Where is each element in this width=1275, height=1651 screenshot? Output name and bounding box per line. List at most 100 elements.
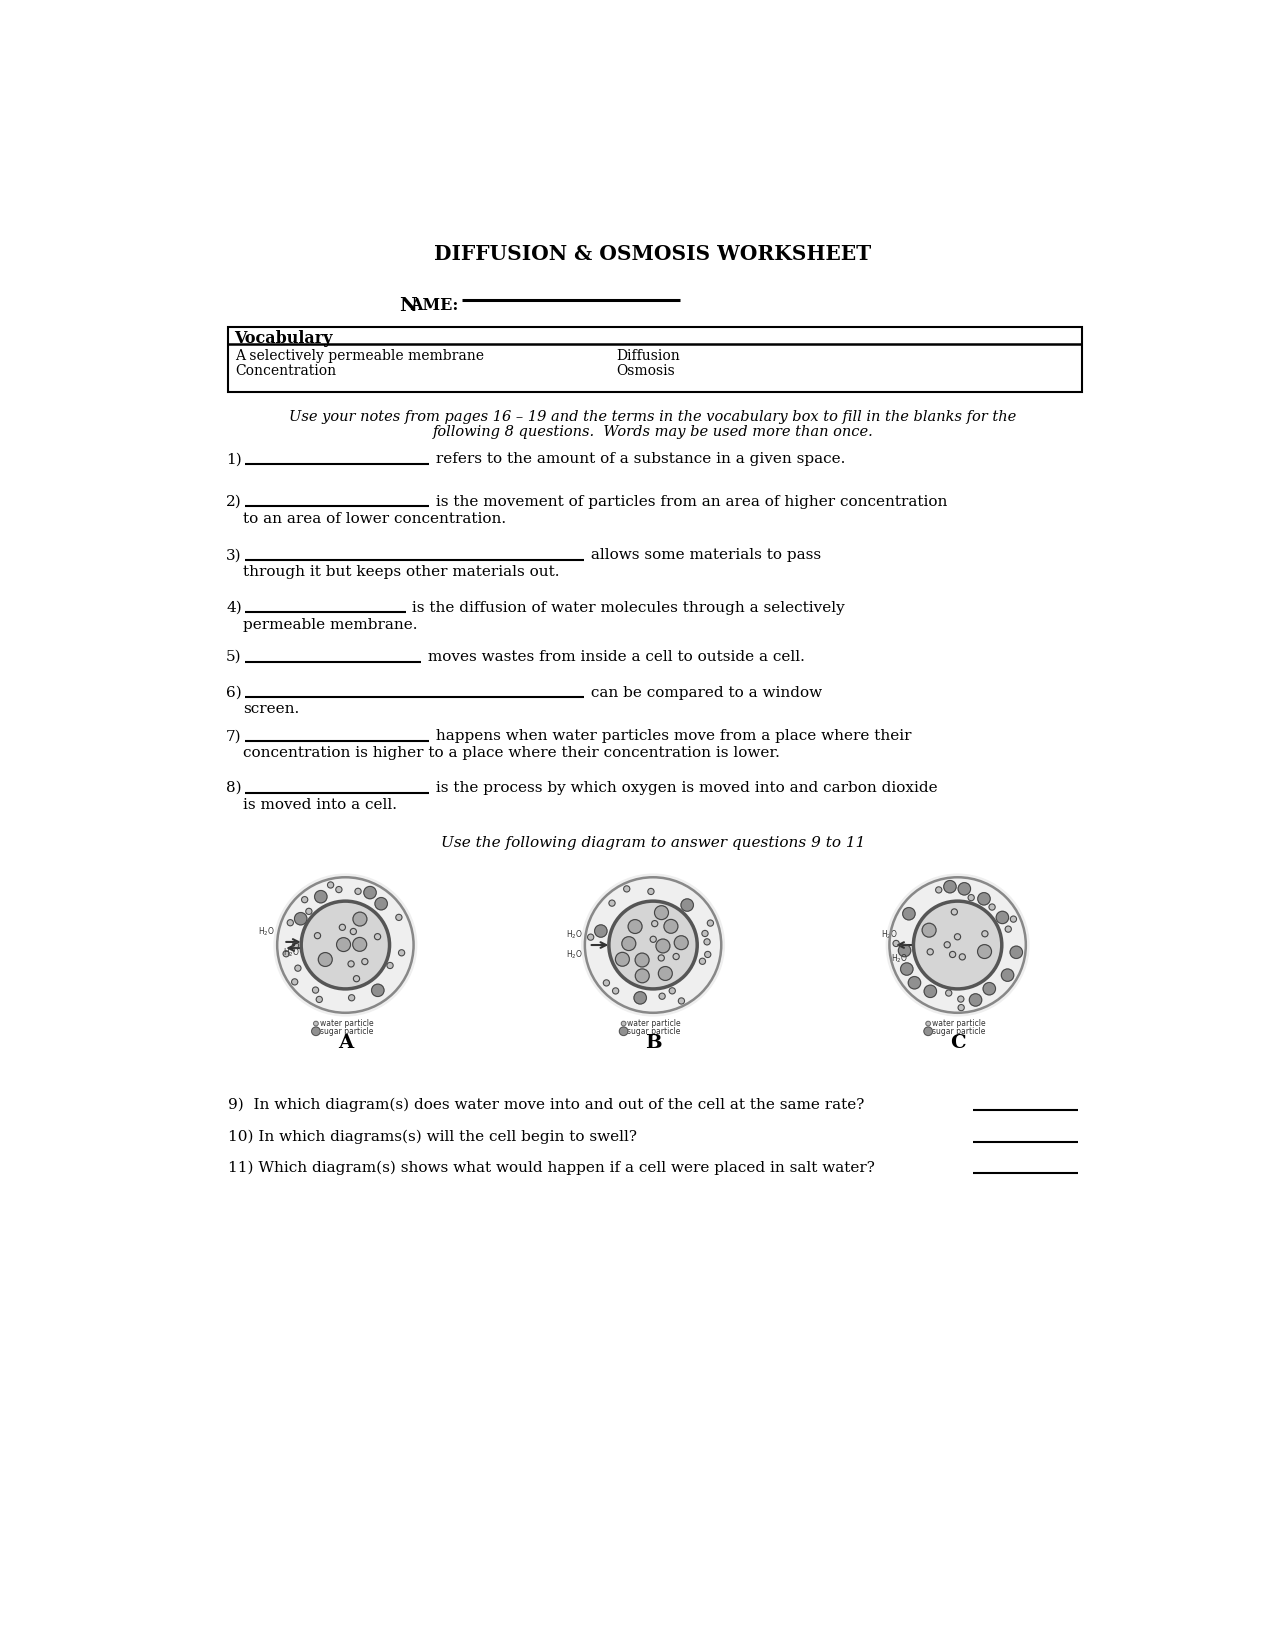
Circle shape bbox=[658, 954, 664, 961]
Text: following 8 questions.  Words may be used more than once.: following 8 questions. Words may be used… bbox=[432, 424, 873, 439]
Circle shape bbox=[621, 1022, 626, 1025]
Circle shape bbox=[363, 887, 376, 898]
Text: allows some materials to pass: allows some materials to pass bbox=[585, 548, 821, 563]
Circle shape bbox=[996, 911, 1009, 923]
Text: moves wastes from inside a cell to outside a cell.: moves wastes from inside a cell to outsi… bbox=[423, 650, 805, 664]
Circle shape bbox=[704, 939, 710, 944]
Circle shape bbox=[924, 1027, 932, 1035]
Circle shape bbox=[588, 934, 594, 939]
Circle shape bbox=[946, 991, 952, 996]
Text: N: N bbox=[399, 297, 417, 315]
Text: water particle: water particle bbox=[320, 1019, 374, 1029]
Text: sugar particle: sugar particle bbox=[932, 1027, 986, 1035]
Circle shape bbox=[623, 887, 630, 892]
Circle shape bbox=[659, 994, 666, 999]
Circle shape bbox=[348, 994, 354, 1001]
Text: water particle: water particle bbox=[932, 1019, 986, 1029]
Circle shape bbox=[648, 888, 654, 895]
Circle shape bbox=[311, 1027, 320, 1035]
Circle shape bbox=[375, 933, 381, 939]
Circle shape bbox=[386, 963, 393, 969]
Text: is the movement of particles from an area of higher concentration: is the movement of particles from an are… bbox=[431, 495, 947, 509]
Circle shape bbox=[353, 976, 360, 982]
Circle shape bbox=[944, 941, 950, 948]
Text: 10) In which diagrams(s) will the cell begin to swell?: 10) In which diagrams(s) will the cell b… bbox=[227, 1129, 636, 1144]
Circle shape bbox=[348, 961, 354, 967]
Circle shape bbox=[612, 987, 618, 994]
Text: is moved into a cell.: is moved into a cell. bbox=[244, 797, 397, 812]
Circle shape bbox=[927, 949, 933, 954]
Circle shape bbox=[700, 958, 705, 964]
Text: A selectively permeable membrane: A selectively permeable membrane bbox=[236, 348, 484, 363]
Circle shape bbox=[1010, 946, 1023, 959]
Circle shape bbox=[678, 997, 685, 1004]
Circle shape bbox=[351, 928, 357, 934]
Circle shape bbox=[629, 920, 643, 933]
Circle shape bbox=[955, 934, 960, 939]
Circle shape bbox=[950, 951, 956, 958]
Text: H$_2$O: H$_2$O bbox=[566, 928, 583, 941]
Circle shape bbox=[924, 986, 937, 997]
Text: H$_2$O: H$_2$O bbox=[258, 926, 275, 938]
Text: is the process by which oxygen is moved into and carbon dioxide: is the process by which oxygen is moved … bbox=[431, 781, 937, 796]
Text: Use your notes from pages 16 – 19 and the terms in the vocabulary box to fill in: Use your notes from pages 16 – 19 and th… bbox=[289, 409, 1016, 424]
Circle shape bbox=[635, 953, 649, 967]
Circle shape bbox=[664, 920, 678, 933]
Circle shape bbox=[274, 873, 417, 1015]
Circle shape bbox=[654, 906, 668, 920]
Text: AME:: AME: bbox=[409, 297, 458, 314]
Text: concentration is higher to a place where their concentration is lower.: concentration is higher to a place where… bbox=[244, 746, 780, 761]
Circle shape bbox=[701, 931, 708, 936]
Circle shape bbox=[295, 966, 301, 971]
Circle shape bbox=[371, 984, 384, 997]
Circle shape bbox=[395, 915, 402, 921]
Circle shape bbox=[287, 920, 293, 926]
Circle shape bbox=[926, 1022, 931, 1025]
Circle shape bbox=[673, 953, 680, 959]
Text: can be compared to a window: can be compared to a window bbox=[585, 685, 822, 700]
Circle shape bbox=[306, 908, 312, 915]
Bar bbox=[227, 327, 1081, 393]
Circle shape bbox=[354, 888, 361, 895]
Circle shape bbox=[283, 951, 289, 958]
Text: H$_2$O: H$_2$O bbox=[881, 928, 898, 941]
Text: Concentration: Concentration bbox=[236, 365, 337, 378]
Circle shape bbox=[652, 921, 658, 926]
Circle shape bbox=[674, 936, 688, 949]
Circle shape bbox=[989, 905, 996, 910]
Text: A: A bbox=[338, 1034, 353, 1052]
Circle shape bbox=[337, 938, 351, 951]
Circle shape bbox=[708, 920, 714, 926]
Text: sugar particle: sugar particle bbox=[627, 1027, 681, 1035]
Circle shape bbox=[375, 898, 388, 910]
Circle shape bbox=[635, 969, 649, 982]
Circle shape bbox=[292, 979, 298, 986]
Circle shape bbox=[339, 925, 346, 931]
Circle shape bbox=[622, 936, 636, 951]
Circle shape bbox=[620, 1027, 627, 1035]
Circle shape bbox=[315, 933, 320, 939]
Text: sugar particle: sugar particle bbox=[320, 1027, 374, 1035]
Circle shape bbox=[958, 883, 970, 895]
Circle shape bbox=[316, 996, 323, 1002]
Circle shape bbox=[335, 887, 342, 893]
Text: is the diffusion of water molecules through a selectively: is the diffusion of water molecules thro… bbox=[408, 601, 845, 614]
Circle shape bbox=[312, 987, 319, 994]
Text: B: B bbox=[645, 1034, 662, 1052]
Circle shape bbox=[958, 996, 964, 1002]
Circle shape bbox=[581, 873, 724, 1015]
Circle shape bbox=[634, 992, 646, 1004]
Text: 5): 5) bbox=[226, 650, 242, 664]
Circle shape bbox=[982, 931, 988, 936]
Circle shape bbox=[913, 901, 1002, 989]
Circle shape bbox=[353, 911, 367, 926]
Text: DIFFUSION & OSMOSIS WORKSHEET: DIFFUSION & OSMOSIS WORKSHEET bbox=[435, 244, 872, 264]
Circle shape bbox=[328, 882, 334, 888]
Circle shape bbox=[903, 908, 915, 920]
Circle shape bbox=[655, 939, 669, 953]
Circle shape bbox=[900, 963, 913, 976]
Circle shape bbox=[1010, 916, 1016, 923]
Circle shape bbox=[978, 944, 992, 959]
Circle shape bbox=[983, 982, 996, 996]
Circle shape bbox=[594, 925, 607, 938]
